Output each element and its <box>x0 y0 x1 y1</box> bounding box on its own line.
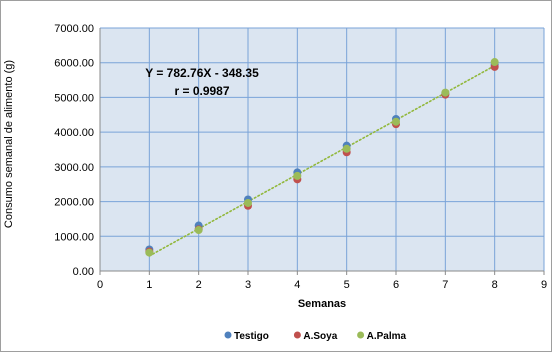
legend-marker-a-soya <box>293 331 301 339</box>
x-tick-label: 4 <box>294 279 300 291</box>
x-tick-label: 1 <box>146 279 152 291</box>
y-tick-label: 3000.00 <box>54 162 94 174</box>
data-point-a-palma <box>490 58 499 67</box>
x-tick-label: 9 <box>541 279 547 291</box>
legend: Testigo A.Soya A.Palma <box>224 331 407 342</box>
legend-label-a-palma: A.Palma <box>367 331 407 342</box>
y-tick-label: 6000.00 <box>54 58 94 70</box>
x-tick-label: 3 <box>245 279 251 291</box>
regression-equation: Y = 782.76X - 348.35 <box>145 66 259 80</box>
y-tick-label: 0.00 <box>73 266 94 278</box>
legend-marker-testigo <box>224 331 232 339</box>
x-tick-label: 6 <box>393 279 399 291</box>
data-point-a-palma <box>244 198 252 207</box>
y-axis-label: Consumo semanal de alimento (g) <box>3 60 15 228</box>
x-tick-label: 7 <box>442 279 448 291</box>
data-point-a-palma <box>293 171 302 180</box>
x-tick-label: 2 <box>196 279 202 291</box>
x-axis-label: Semanas <box>298 298 346 310</box>
data-point-a-palma <box>392 117 400 126</box>
y-tick-label: 2000.00 <box>54 197 94 209</box>
data-point-a-palma <box>342 144 351 153</box>
data-point-a-palma <box>441 88 450 97</box>
y-tick-label: 4000.00 <box>54 127 94 139</box>
legend-marker-a-palma <box>357 331 365 339</box>
data-point-a-palma <box>145 248 154 257</box>
legend-label-testigo: Testigo <box>234 331 269 342</box>
legend-label-a-soya: A.Soya <box>303 331 337 342</box>
y-tick-label: 7000.00 <box>54 23 94 35</box>
correlation-coefficient: r = 0.9987 <box>174 84 229 98</box>
x-tick-label: 8 <box>492 279 498 291</box>
x-tick-label: 0 <box>97 279 103 291</box>
x-tick-label: 5 <box>344 279 350 291</box>
data-point-a-palma <box>194 226 203 235</box>
y-tick-label: 5000.00 <box>54 92 94 104</box>
trendline <box>148 64 496 257</box>
plot-area <box>100 28 544 271</box>
y-tick-label: 1000.00 <box>54 231 94 243</box>
